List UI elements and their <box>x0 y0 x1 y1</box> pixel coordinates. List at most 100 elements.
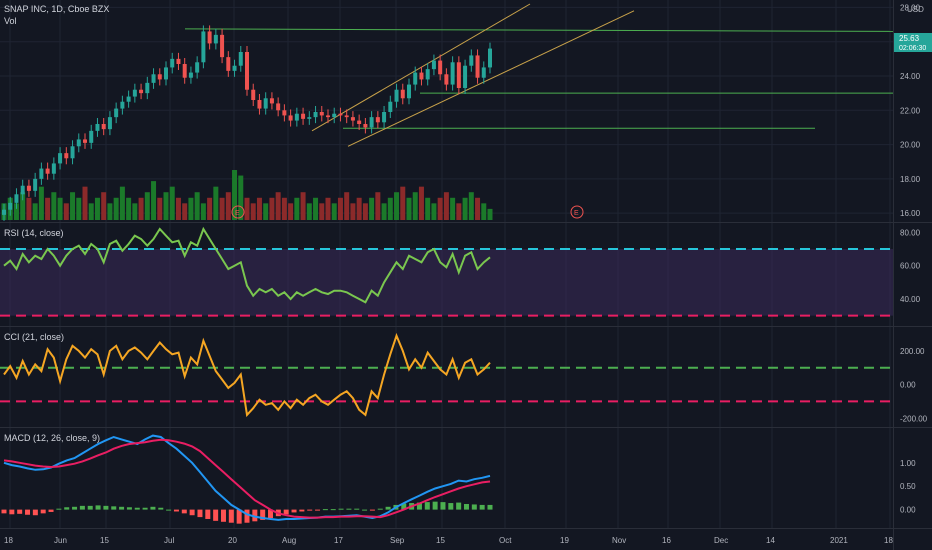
macd-histogram-bar <box>119 506 125 510</box>
volume-bar <box>300 192 306 220</box>
candle-body <box>456 62 461 88</box>
price-tick-label: 16.00 <box>900 209 921 218</box>
volume-bar <box>350 203 356 220</box>
macd-histogram-bar <box>244 509 250 523</box>
candle-body <box>431 60 436 70</box>
volume-bar <box>381 203 387 220</box>
volume-bar <box>57 197 63 220</box>
currency-label: USD <box>907 5 924 14</box>
volume-legend[interactable]: Vol <box>4 16 17 26</box>
volume-bar <box>13 203 19 220</box>
volume-bar <box>119 186 125 220</box>
candle-body <box>294 113 299 121</box>
macd-histogram-bar <box>315 509 321 511</box>
volume-bar <box>431 203 437 220</box>
macd-histogram-bar <box>369 509 375 511</box>
macd-histogram-bar <box>268 509 274 519</box>
macd-histogram-bar <box>25 509 31 515</box>
time-tick-label: 17 <box>334 536 343 545</box>
earnings-marker[interactable] <box>570 205 584 219</box>
volume-bar <box>487 208 493 220</box>
time-tick-label: Jul <box>164 536 174 545</box>
price-axis[interactable]: 28.0026.0024.0022.0020.0018.0016.0080.00… <box>900 3 928 514</box>
earnings-marker-label: E <box>574 210 579 217</box>
volume-bar <box>132 203 138 220</box>
candlestick-series <box>2 25 492 221</box>
macd-histogram-bar <box>330 509 336 511</box>
candle-body <box>313 112 318 118</box>
macd-histogram-bar <box>432 501 438 510</box>
macd-histogram-bar <box>64 507 70 510</box>
candle-body <box>288 115 293 121</box>
candle-body <box>39 168 44 179</box>
candle-body <box>207 31 212 44</box>
macd-tick-label: 0.00 <box>900 506 916 515</box>
candle-body <box>394 89 399 102</box>
volume-bar <box>306 203 312 220</box>
macd-histogram-bar <box>1 509 7 514</box>
time-axis[interactable]: 18 Jun 15 Jul 20 Aug 17 Sep 15 Oct 19 Nov 16 Dec 14 202… <box>4 536 893 545</box>
macd-histogram-bar <box>32 509 38 516</box>
macd-histogram-bar <box>103 505 109 510</box>
candle-body <box>326 115 330 118</box>
candle-body <box>45 168 50 174</box>
volume-bar <box>225 192 231 220</box>
volume-bar <box>288 203 294 220</box>
candle-body <box>388 101 393 112</box>
volume-bar <box>294 197 300 220</box>
candle-body <box>145 82 150 94</box>
volume-bar <box>207 197 213 220</box>
macd-histogram-bar <box>181 509 187 514</box>
cci-legend[interactable]: CCI (21, close) <box>4 332 64 342</box>
volume-bar <box>256 197 262 220</box>
macd-histogram-bar <box>9 509 15 515</box>
macd-histogram-bar <box>338 508 344 510</box>
candle-body <box>51 163 56 174</box>
macd-histogram-bar <box>166 509 172 511</box>
volume-bar <box>151 181 157 220</box>
volume-bar <box>250 203 256 220</box>
candle-body <box>400 89 405 99</box>
indicator-tick-label: 0.00 <box>900 381 916 390</box>
volume-bar <box>456 203 462 220</box>
candle-body <box>76 139 81 147</box>
candle-body <box>407 84 411 99</box>
candle-body <box>375 117 380 123</box>
horizontal-levels[interactable] <box>184 28 894 129</box>
volume-bar <box>63 203 69 220</box>
macd-histogram-bar <box>416 502 422 510</box>
macd-histogram-bar <box>236 509 242 524</box>
macd-histogram-bar <box>205 509 211 519</box>
price-tick-label: 22.00 <box>900 106 921 115</box>
candle-body <box>282 110 287 116</box>
candle-body <box>481 67 486 78</box>
candle-body <box>338 113 343 116</box>
candle-body <box>151 74 156 83</box>
macd-histogram-bar <box>126 507 132 510</box>
rsi-legend[interactable]: RSI (14, close) <box>4 228 64 238</box>
oscillator-line <box>3 332 491 418</box>
candle-body <box>89 130 94 143</box>
candle-body <box>307 117 312 119</box>
macd-histogram-bar <box>87 505 93 510</box>
candle-body <box>14 194 19 203</box>
candle-body <box>488 48 492 68</box>
symbol-title[interactable]: SNAP INC, 1D, Cboe BZX <box>4 4 109 14</box>
volume-bar <box>244 197 250 220</box>
macd-histogram-bar <box>197 509 203 518</box>
volume-bar <box>157 197 163 220</box>
volume-bar <box>238 175 244 220</box>
macd-legend[interactable]: MACD (12, 26, close, 9) <box>4 433 100 443</box>
candle-body <box>269 98 274 104</box>
candle-body <box>276 103 281 111</box>
macd-histogram-bar <box>158 507 164 510</box>
candle-body <box>213 34 218 44</box>
earnings-marker[interactable] <box>231 205 245 219</box>
volume-bar <box>425 197 431 220</box>
macd-histogram-bar <box>377 508 383 510</box>
candle-body <box>132 89 137 97</box>
candle-body <box>120 101 125 109</box>
volume-bar <box>88 203 94 220</box>
time-tick-label: Aug <box>282 536 296 545</box>
